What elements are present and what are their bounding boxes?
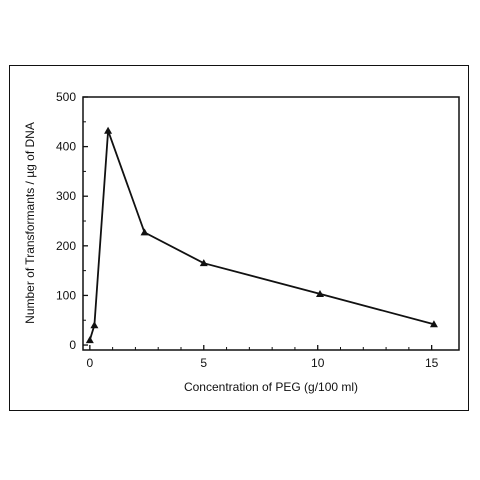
x-tick-label: 10 (311, 356, 325, 370)
y-tick-label: 300 (56, 189, 76, 203)
x-tick-label: 0 (86, 356, 93, 370)
plot-area (82, 96, 460, 351)
data-point-marker (85, 336, 94, 344)
x-tick-label: 5 (200, 356, 207, 370)
y-axis-ticks: 0 100 200 300 400 500 (56, 90, 88, 352)
x-tick-label: 15 (425, 356, 439, 370)
data-point-marker (140, 228, 149, 236)
data-point-marker (429, 320, 438, 328)
y-tick-label: 500 (56, 90, 76, 104)
data-point-marker (104, 126, 113, 134)
x-axis-title: Concentration of PEG (g/100 ml) (184, 380, 358, 394)
figure-frame (9, 65, 469, 411)
data-point-marker (90, 321, 99, 329)
y-tick-label: 200 (56, 239, 76, 253)
y-tick-label: 0 (69, 338, 76, 352)
data-point-marker (315, 289, 324, 297)
y-axis-title: Number of Transformants / µg of DNA (23, 122, 37, 324)
y-tick-label: 400 (56, 140, 76, 154)
x-axis-ticks: 0 5 10 15 (86, 345, 439, 370)
y-tick-label: 100 (56, 288, 76, 302)
data-point-marker (199, 259, 208, 267)
series-markers (85, 126, 438, 344)
